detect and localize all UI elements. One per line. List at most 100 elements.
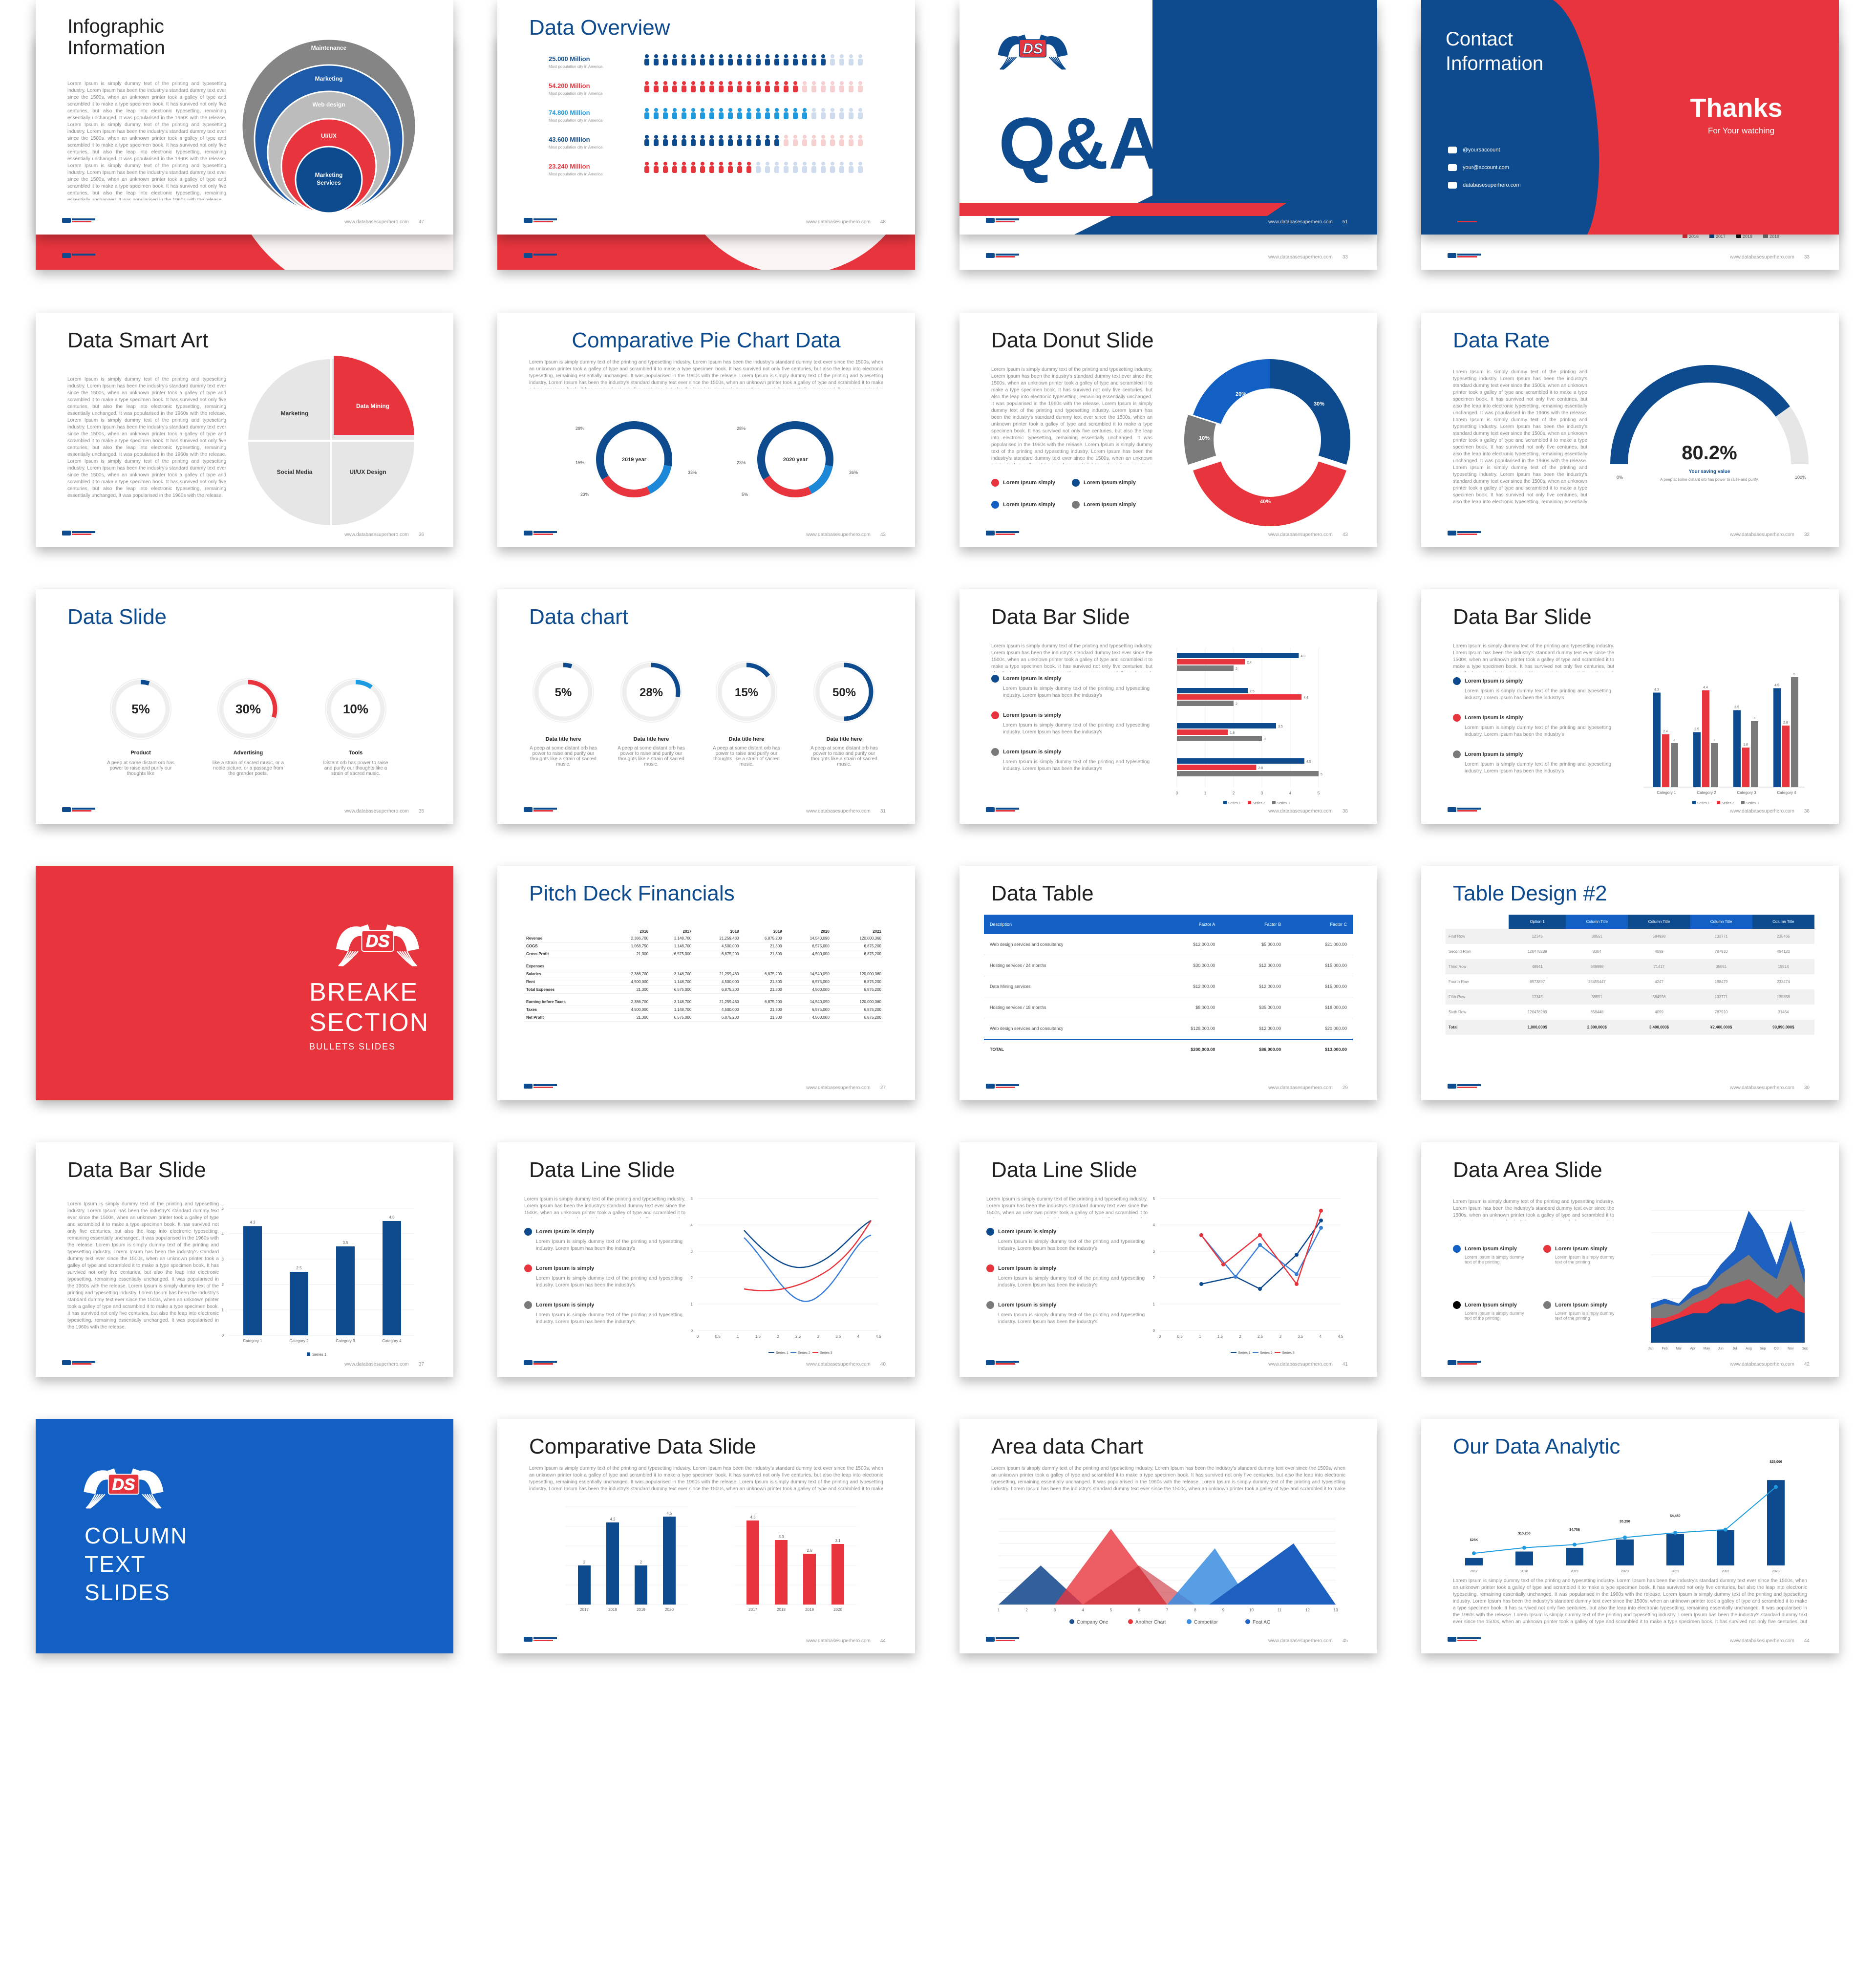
- bar-label: 3.3: [778, 1535, 784, 1539]
- slide-qa[interactable]: DS Q&A www.databasesuperhero.com 51: [959, 0, 1377, 235]
- legend-label: Lorem Ipsum simply: [1084, 479, 1136, 486]
- page-number: 33: [1804, 255, 1810, 260]
- slide-data-table[interactable]: Data Table Description Factor A Factor B Fac…: [959, 866, 1377, 1100]
- slide-data-chart[interactable]: Data chart 5% Data title here 28% Data title…: [497, 589, 915, 824]
- bullet-label: Lorem Ipsum is simply: [536, 1302, 595, 1308]
- slide-smart-art[interactable]: Data Smart Art Lorem Ipsum is simply dumm…: [36, 313, 453, 547]
- table-cell: 21,300: [741, 1013, 784, 1022]
- person-icon: [654, 81, 658, 85]
- bar: [1751, 721, 1758, 787]
- footer-url[interactable]: www.databasesuperhero.com 35: [344, 809, 424, 814]
- y-tick: 2: [1153, 1276, 1155, 1280]
- slide-title: Data Area Slide: [1453, 1158, 1602, 1182]
- slide-column-text-section[interactable]: DS COLUMN TEXT SLIDES: [36, 1419, 453, 1653]
- footer-url[interactable]: www.databasesuperhero.com 36: [344, 532, 424, 537]
- slide-data-line-markers[interactable]: Data Line Slide Lorem Ipsum is simply dum…: [959, 1142, 1377, 1377]
- table-cell: 6,875,200: [831, 1006, 883, 1014]
- footer-url[interactable]: www.databasesuperhero.com 44: [1730, 1638, 1810, 1644]
- contact-text[interactable]: databasesuperhero.com: [1463, 182, 1521, 188]
- slide-data-line[interactable]: Data Line Slide Lorem Ipsum is simply dum…: [497, 1142, 915, 1377]
- bar: [1711, 743, 1718, 787]
- footer-url[interactable]: www.databasesuperhero.com 30: [1730, 1085, 1810, 1091]
- table-cell: Net Profit: [524, 1013, 607, 1022]
- footer-url[interactable]: www.databasesuperhero.com 43: [1268, 532, 1348, 537]
- bullet-item: Lorem Ipsum is simply: [1453, 750, 1523, 758]
- footer-url[interactable]: www.databasesuperhero.com 43: [806, 532, 886, 537]
- bullet-dot: [524, 1264, 532, 1272]
- slide-infographic[interactable]: Infographic Information Lorem Ipsum is si…: [36, 0, 453, 235]
- slide-data-rate[interactable]: Data Rate Lorem Ipsum is simply dummy tex…: [1421, 313, 1839, 547]
- footer-url[interactable]: www.databasesuperhero.com 31: [806, 809, 886, 814]
- footer-url[interactable]: www.databasesuperhero.com 45: [1268, 1638, 1348, 1644]
- slide-comparative-data[interactable]: Comparative Data Slide Lorem Ipsum is sim…: [497, 1419, 915, 1653]
- footer-url[interactable]: www.databasesuperhero.com 48: [806, 219, 886, 225]
- footer-logo: [524, 1083, 558, 1090]
- slide-area-data-chart[interactable]: Area data Chart Lorem Ipsum is simply dum…: [959, 1419, 1377, 1653]
- bar: [1671, 743, 1678, 787]
- person-icon: [858, 81, 862, 85]
- footer-url[interactable]: www.databasesuperhero.com 44: [806, 1638, 886, 1644]
- table-row: Total 1,000,000$ 2,300,000$ 3,400,000$ ¥2,40…: [1446, 1020, 1814, 1035]
- table-cell: 6,875,200: [693, 985, 741, 994]
- slide-data-analytic[interactable]: Our Data Analytic 2017 $25K 2018 $15,250 2019…: [1421, 1419, 1839, 1653]
- slide-data-donut[interactable]: Data Donut Slide Lorem Ipsum is simply du…: [959, 313, 1377, 547]
- legend-dot: [1072, 501, 1080, 509]
- footer-url[interactable]: www.databasesuperhero.com 37: [344, 1362, 424, 1367]
- legend-swatch: [1736, 234, 1741, 238]
- footer-logo: [986, 217, 1020, 224]
- footer-url[interactable]: www.databasesuperhero.com 38: [1730, 809, 1810, 814]
- ring-value: [651, 663, 681, 698]
- contact-text[interactable]: your@account.com: [1463, 165, 1509, 171]
- footer-url[interactable]: www.databasesuperhero.com 40: [806, 1362, 886, 1367]
- y-tick: 4: [222, 1232, 224, 1236]
- person-icon: [803, 81, 807, 85]
- slide-data-overview[interactable]: Data Overview 25.000 Million Most populati…: [497, 0, 915, 235]
- bar: [383, 1221, 401, 1335]
- x-tick: 0: [1176, 791, 1178, 795]
- person-icon: [672, 59, 677, 65]
- svg-text:DS: DS: [366, 932, 390, 951]
- red-stripe-shape: [959, 203, 1287, 216]
- footer-url[interactable]: www.databasesuperhero.com 38: [1268, 809, 1348, 814]
- person-icon: [774, 166, 779, 173]
- person-icon: [812, 81, 816, 85]
- footer-url[interactable]: www.databasesuperhero.com 41: [1268, 1362, 1348, 1367]
- x-tick: 3: [1261, 791, 1263, 795]
- slide-table-design-2[interactable]: Table Design #2 Option 1 Column Title Colum…: [1421, 866, 1839, 1100]
- footer-url[interactable]: www.databasesuperhero.com 32: [1730, 532, 1810, 537]
- table-cell: 21,300: [607, 1013, 651, 1022]
- person-icon: [812, 54, 816, 58]
- slide-data-area[interactable]: Data Area Slide Lorem Ipsum is simply dum…: [1421, 1142, 1839, 1377]
- slide-section-break[interactable]: DS BREAKE SECTION BULLETS SLIDES: [36, 866, 453, 1100]
- footer-url[interactable]: www.databasesuperhero.com 29: [1268, 1085, 1348, 1091]
- bullet-dot: [1453, 714, 1461, 722]
- slide-data-rings[interactable]: Data Slide 5% Product 30% Advertising 10% Tool…: [36, 589, 453, 824]
- data-point: [1673, 1531, 1677, 1535]
- donut-center-label: 2020 year: [783, 457, 808, 463]
- footer-url[interactable]: www.databasesuperhero.com 42: [1730, 1362, 1810, 1367]
- footer-url[interactable]: www.databasesuperhero.com 33: [1268, 255, 1348, 260]
- body-text: Lorem Ipsum is simply dummy text of the …: [529, 360, 883, 388]
- contact-text[interactable]: @yoursaccount: [1463, 147, 1500, 153]
- footer-url[interactable]: www.databasesuperhero.com 51: [1268, 219, 1348, 225]
- footer-url[interactable]: www.databasesuperhero.com 27: [806, 1085, 886, 1091]
- person-icon: [811, 112, 816, 119]
- slide-comparative-pie[interactable]: Comparative Pie Chart Data Lorem Ipsum is…: [497, 313, 915, 547]
- person-icon: [858, 108, 862, 112]
- slide-contact[interactable]: Contact Information Thanks For Your watchi…: [1421, 0, 1839, 235]
- bullet-item: Lorem Ipsum is simply: [986, 1228, 1056, 1236]
- slide-data-bar-grouped[interactable]: Data Bar Slide Lorem Ipsum is simply dumm…: [1421, 589, 1839, 824]
- slide-pitch-financials[interactable]: Pitch Deck Financials 2016 2017 2018 2019 202…: [497, 866, 915, 1100]
- footer-logo: [1448, 1083, 1482, 1090]
- footer-url[interactable]: www.databasesuperhero.com 33: [1730, 255, 1810, 260]
- person-icon: [719, 166, 724, 173]
- footer-url[interactable]: www.databasesuperhero.com 47: [344, 219, 424, 225]
- body-text: Lorem Ipsum is simply dummy text of the …: [991, 1466, 1345, 1492]
- person-icon: [839, 139, 844, 146]
- table-cell: Earning before Taxes: [524, 993, 607, 1006]
- x-tick: 5: [1110, 1608, 1112, 1612]
- person-icon: [710, 135, 714, 139]
- slide-data-bar-single[interactable]: Data Bar Slide Lorem Ipsum is simply dumm…: [36, 1142, 453, 1377]
- overview-sub: Most population city in America: [549, 64, 603, 69]
- slide-data-bar-horizontal[interactable]: Data Bar Slide Lorem Ipsum is simply dumm…: [959, 589, 1377, 824]
